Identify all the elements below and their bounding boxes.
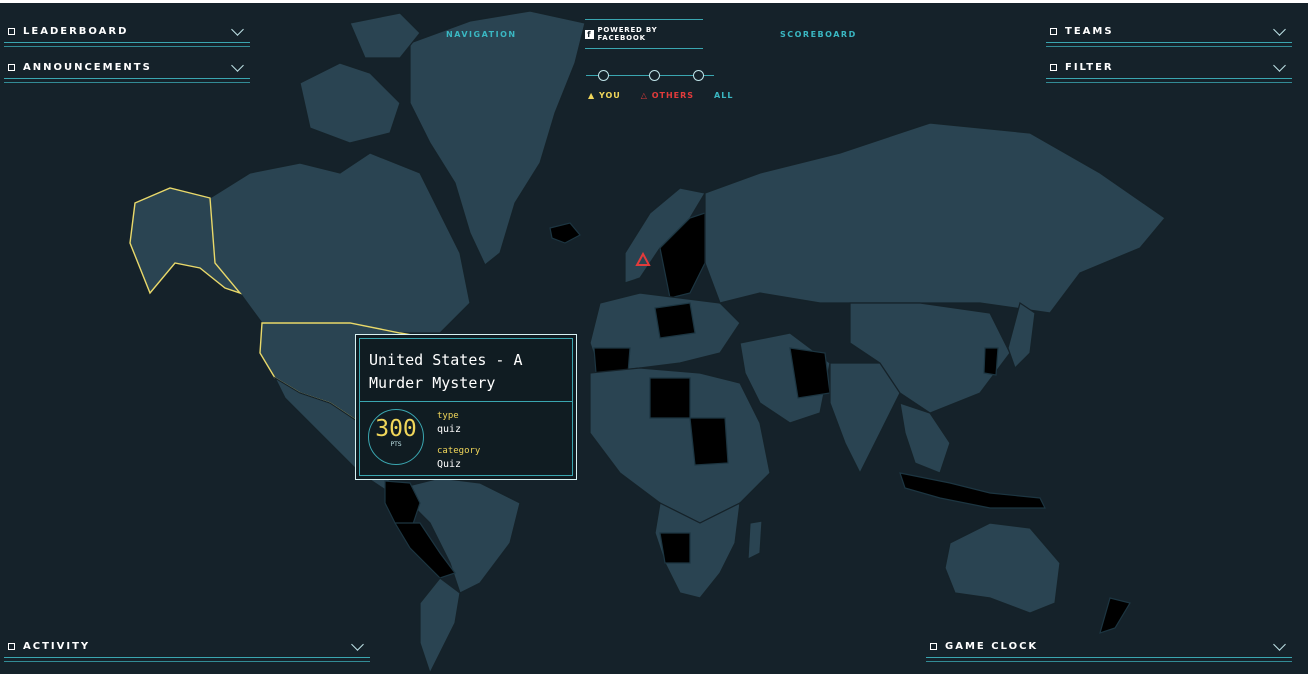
- navigation-link[interactable]: NAVIGATION: [446, 30, 517, 39]
- country-africa-north[interactable]: [589, 367, 771, 524]
- slider-node-all[interactable]: [693, 70, 704, 81]
- country-australia[interactable]: [944, 522, 1061, 614]
- country-africa-south[interactable]: [654, 501, 741, 599]
- country-india[interactable]: [829, 362, 901, 475]
- powered-by-label: POWERED BY FACEBOOK: [597, 26, 658, 42]
- view-legend: ▲ YOU △ OTHERS ALL: [588, 91, 743, 100]
- leaderboard-label: LEADERBOARD: [23, 26, 129, 37]
- facebook-icon: f: [585, 29, 594, 39]
- country-sudan[interactable]: [689, 417, 729, 466]
- country-brazil[interactable]: [399, 477, 521, 594]
- country-canada-islands[interactable]: [299, 62, 401, 144]
- chevron-down-icon[interactable]: [231, 22, 244, 36]
- chevron-down-icon[interactable]: [1273, 22, 1286, 36]
- legend-all[interactable]: ALL: [714, 91, 734, 100]
- points-value: 300: [375, 416, 417, 442]
- country-korea[interactable]: [983, 347, 999, 376]
- points-badge: 300 PTS: [368, 409, 424, 465]
- country-alaska[interactable]: [129, 187, 243, 295]
- country-argentina[interactable]: [419, 577, 461, 674]
- country-greenland[interactable]: [409, 10, 586, 266]
- teams-label: TEAMS: [1065, 26, 1114, 37]
- chevron-down-icon[interactable]: [1273, 58, 1286, 72]
- country-japan[interactable]: [1007, 302, 1036, 370]
- teams-panel[interactable]: TEAMS: [1046, 21, 1292, 47]
- country-iceland[interactable]: [549, 222, 581, 244]
- country-canada[interactable]: [209, 152, 471, 334]
- country-russia[interactable]: [704, 122, 1166, 314]
- filter-panel[interactable]: FILTER: [1046, 57, 1292, 83]
- country-china[interactable]: [849, 302, 1011, 414]
- category-label: category: [437, 446, 481, 456]
- slider-node-you[interactable]: [598, 70, 609, 81]
- category-value: Quiz: [437, 459, 462, 470]
- country-germany[interactable]: [654, 302, 696, 339]
- country-madagascar[interactable]: [747, 520, 763, 560]
- filter-label: FILTER: [1065, 62, 1114, 73]
- square-icon: [8, 64, 15, 71]
- card-divider: [360, 401, 572, 402]
- chevron-down-icon[interactable]: [351, 637, 364, 651]
- country-sweden[interactable]: [659, 212, 706, 299]
- square-icon: [1050, 64, 1057, 71]
- chevron-down-icon[interactable]: [1273, 637, 1286, 651]
- square-icon: [930, 643, 937, 650]
- activity-label: ACTIVITY: [23, 641, 91, 652]
- country-indonesia[interactable]: [899, 472, 1046, 509]
- country-se-asia[interactable]: [899, 402, 951, 474]
- country-angola[interactable]: [659, 532, 691, 564]
- type-value: quiz: [437, 424, 462, 435]
- chevron-down-icon[interactable]: [231, 58, 244, 72]
- leaderboard-panel[interactable]: LEADERBOARD: [4, 21, 250, 47]
- country-new-zealand[interactable]: [1099, 597, 1131, 634]
- country-libya[interactable]: [649, 377, 691, 419]
- slider-node-others[interactable]: [649, 70, 660, 81]
- game-clock-panel[interactable]: GAME CLOCK: [926, 636, 1292, 662]
- legend-you[interactable]: ▲ YOU: [588, 91, 621, 100]
- square-icon: [1050, 28, 1057, 35]
- challenge-card-frame: United States - A Murder Mystery 300 PTS…: [359, 338, 573, 476]
- view-filter-slider[interactable]: [586, 67, 714, 85]
- game-clock-label: GAME CLOCK: [945, 641, 1039, 652]
- country-canada-islands-2[interactable]: [349, 12, 421, 59]
- challenge-title: United States - A Murder Mystery: [369, 351, 523, 392]
- type-label: type: [437, 411, 459, 421]
- powered-by-facebook[interactable]: f POWERED BY FACEBOOK: [585, 19, 703, 49]
- others-triangle-icon[interactable]: [635, 251, 651, 266]
- points-unit: PTS: [390, 441, 402, 448]
- announcements-panel[interactable]: ANNOUNCEMENTS: [4, 57, 250, 83]
- challenge-card[interactable]: United States - A Murder Mystery 300 PTS…: [355, 334, 577, 480]
- world-map[interactable]: [0, 3, 1308, 674]
- announcements-label: ANNOUNCEMENTS: [23, 62, 152, 73]
- scoreboard-link[interactable]: SCOREBOARD: [780, 30, 857, 39]
- activity-panel[interactable]: ACTIVITY: [4, 636, 370, 662]
- country-peru[interactable]: [393, 522, 456, 579]
- legend-others[interactable]: △ OTHERS: [640, 91, 695, 100]
- square-icon: [8, 28, 15, 35]
- square-icon: [8, 643, 15, 650]
